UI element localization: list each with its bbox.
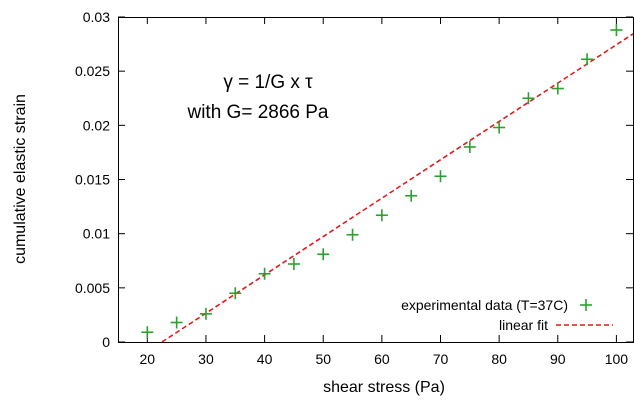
fit-line [161, 32, 634, 343]
y-tick-label: 0.03 [83, 9, 110, 25]
labels-layer: 20 30 40 50 60 70 80 90 100 0 0.005 0.01 0.015 0.02 0.… [75, 9, 628, 367]
x-tick-label: 50 [315, 351, 331, 367]
data-point [581, 53, 594, 66]
y-tick-label: 0.01 [83, 226, 110, 242]
legend-marker-slot [580, 299, 592, 311]
y-tick-label: 0.02 [83, 117, 110, 133]
legend-label-experimental: experimental data (T=37C) [401, 297, 568, 313]
legend-marker-experimental [580, 299, 592, 311]
data-point [434, 170, 447, 183]
y-tick-label: 0 [102, 334, 110, 350]
data-point [346, 228, 359, 241]
data-point [287, 258, 300, 270]
fit-layer [161, 32, 634, 343]
formula-annotation: γ = 1/G x τ [223, 72, 313, 93]
data-point [463, 141, 476, 153]
data-point [375, 209, 388, 222]
legend: experimental data (T=37C) linear fit [401, 297, 613, 333]
y-tick-label: 0.025 [75, 63, 110, 79]
plot-frame [118, 17, 634, 343]
points-layer [141, 24, 623, 339]
x-tick-label: 30 [198, 351, 214, 367]
x-tick-label: 100 [605, 351, 629, 367]
data-point [170, 316, 183, 329]
y-axis-title: cumulative elastic strain [12, 94, 29, 264]
data-point [551, 82, 564, 95]
x-tick-label: 80 [491, 351, 507, 367]
data-point [258, 267, 271, 280]
x-tick-label: 70 [433, 351, 449, 367]
x-tick-label: 20 [140, 351, 156, 367]
y-tick-label: 0.005 [75, 280, 110, 296]
x-tick-label: 40 [257, 351, 273, 367]
y-tick-label: 0.015 [75, 172, 110, 188]
x-tick-label: 60 [374, 351, 390, 367]
x-axis-title: shear stress (Pa) [323, 379, 445, 396]
data-point [199, 307, 212, 320]
modulus-annotation: with G= 2866 Pa [186, 102, 328, 123]
x-tick-label: 90 [550, 351, 566, 367]
legend-label-fit: linear fit [499, 317, 548, 333]
data-point [405, 189, 418, 202]
ticks-layer [118, 16, 633, 343]
data-point [610, 24, 623, 36]
data-point [493, 121, 506, 134]
data-point [317, 248, 330, 261]
data-point [229, 287, 242, 300]
data-point [522, 92, 535, 105]
data-point [141, 326, 154, 339]
